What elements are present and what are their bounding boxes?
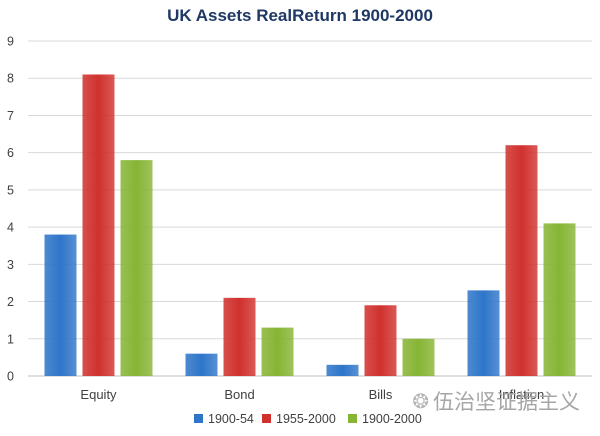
chart-title: UK Assets RealReturn 1900-2000: [167, 6, 433, 25]
y-tick-label: 1: [7, 332, 14, 346]
x-axis-ticks: Equity Bond Bills Inflation: [80, 387, 544, 402]
watermark: ❂ 伍治坚证据主义: [412, 386, 580, 416]
bar-bond-1900-54: [185, 353, 218, 376]
legend-label: 1955-2000: [276, 412, 336, 426]
y-tick-label: 8: [7, 72, 14, 86]
bars: [44, 74, 576, 376]
bar-equity-1900-2000: [120, 160, 153, 376]
bar-equity-1955-2000: [82, 74, 115, 376]
y-tick-label: 7: [7, 109, 14, 123]
x-tick-label: Bond: [224, 387, 254, 402]
bar-inflation-1900-2000: [543, 223, 576, 376]
watermark-text: 伍治坚证据主义: [433, 390, 580, 414]
bar-inflation-1900-54: [467, 290, 500, 376]
y-tick-label: 3: [7, 258, 14, 272]
bar-inflation-1955-2000: [505, 145, 538, 376]
y-tick-label: 9: [7, 35, 14, 49]
legend-swatch: [348, 414, 357, 423]
bar-bills-1900-54: [326, 364, 359, 376]
bar-bills-1955-2000: [364, 305, 397, 376]
legend-swatch: [262, 414, 271, 423]
legend-label: 1900-54: [208, 412, 254, 426]
x-tick-label: Bills: [369, 387, 393, 402]
y-tick-label: 0: [7, 370, 14, 384]
y-tick-label: 5: [7, 183, 14, 197]
bar-bond-1955-2000: [223, 297, 256, 376]
legend-label: 1900-2000: [362, 412, 422, 426]
x-tick-label: Equity: [80, 387, 117, 402]
y-tick-label: 6: [7, 146, 14, 160]
y-axis-ticks: 0 1 2 3 4 5 6 7 8 9: [7, 35, 14, 384]
legend-swatch: [194, 414, 203, 423]
y-tick-label: 2: [7, 295, 14, 309]
bar-equity-1900-54: [44, 234, 77, 376]
legend: 1900-54 1955-2000 1900-2000: [194, 412, 422, 426]
bar-bills-1900-2000: [402, 338, 435, 376]
y-tick-label: 4: [7, 221, 14, 235]
bar-bond-1900-2000: [261, 327, 294, 376]
x-tick-label: Inflation: [499, 387, 545, 402]
wechat-icon: ❂: [412, 389, 429, 413]
